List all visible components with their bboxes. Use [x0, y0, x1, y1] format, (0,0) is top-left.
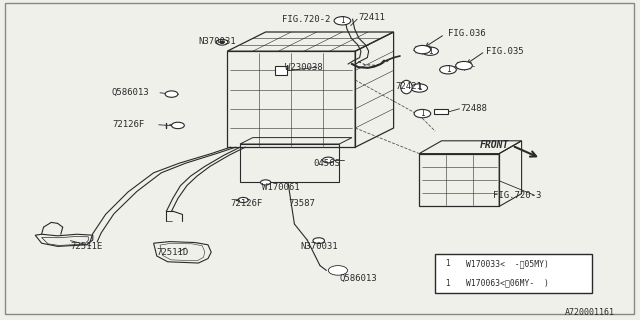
- Circle shape: [313, 238, 324, 244]
- Text: FIG.035: FIG.035: [486, 47, 524, 56]
- Circle shape: [172, 122, 184, 129]
- Text: 1: 1: [417, 84, 422, 92]
- Circle shape: [165, 91, 178, 97]
- Bar: [275, 66, 287, 75]
- Text: 72411: 72411: [358, 13, 385, 22]
- Text: 1: 1: [420, 109, 425, 118]
- Bar: [434, 109, 448, 114]
- Text: 72511E: 72511E: [70, 242, 102, 251]
- Text: 1: 1: [428, 47, 433, 56]
- Text: 1: 1: [340, 16, 345, 25]
- Text: 1: 1: [445, 260, 451, 268]
- Circle shape: [238, 197, 248, 203]
- Circle shape: [328, 266, 348, 275]
- Circle shape: [440, 66, 456, 74]
- Text: FIG.036: FIG.036: [448, 29, 486, 38]
- Text: 1: 1: [445, 65, 451, 74]
- Text: 1: 1: [445, 279, 451, 288]
- Circle shape: [216, 39, 228, 45]
- Text: 72421: 72421: [396, 82, 422, 91]
- Circle shape: [323, 157, 334, 163]
- Text: FIG.720-3: FIG.720-3: [493, 191, 541, 200]
- Circle shape: [414, 109, 431, 118]
- Text: 72126F: 72126F: [230, 199, 262, 208]
- Text: 72126F: 72126F: [112, 120, 144, 129]
- Bar: [435, 254, 592, 293]
- Circle shape: [414, 45, 431, 54]
- Text: W170063<‧06MY-  ): W170063<‧06MY- ): [466, 279, 548, 288]
- Text: FRONT: FRONT: [479, 140, 509, 150]
- Text: W170061: W170061: [262, 183, 300, 192]
- Circle shape: [456, 61, 472, 70]
- Circle shape: [422, 47, 438, 55]
- Text: A720001161: A720001161: [564, 308, 614, 317]
- Text: N370031: N370031: [301, 242, 339, 251]
- Text: 0456S: 0456S: [314, 159, 340, 168]
- Text: W230038: W230038: [285, 63, 323, 72]
- Circle shape: [411, 84, 428, 92]
- Text: FIG.720-2: FIG.720-2: [282, 15, 330, 24]
- Text: 73587: 73587: [288, 199, 315, 208]
- Circle shape: [220, 41, 225, 44]
- Circle shape: [260, 180, 271, 185]
- Text: Q586013: Q586013: [112, 88, 150, 97]
- Circle shape: [332, 268, 344, 273]
- Ellipse shape: [401, 80, 412, 94]
- Circle shape: [440, 260, 456, 268]
- Text: 72511D: 72511D: [157, 248, 189, 257]
- Text: W170033<  -‧05MY): W170033< -‧05MY): [466, 260, 548, 268]
- Circle shape: [440, 279, 456, 287]
- Text: 72488: 72488: [461, 104, 488, 113]
- Circle shape: [334, 17, 351, 25]
- Text: N370031: N370031: [198, 37, 236, 46]
- Text: Q586013: Q586013: [339, 274, 377, 283]
